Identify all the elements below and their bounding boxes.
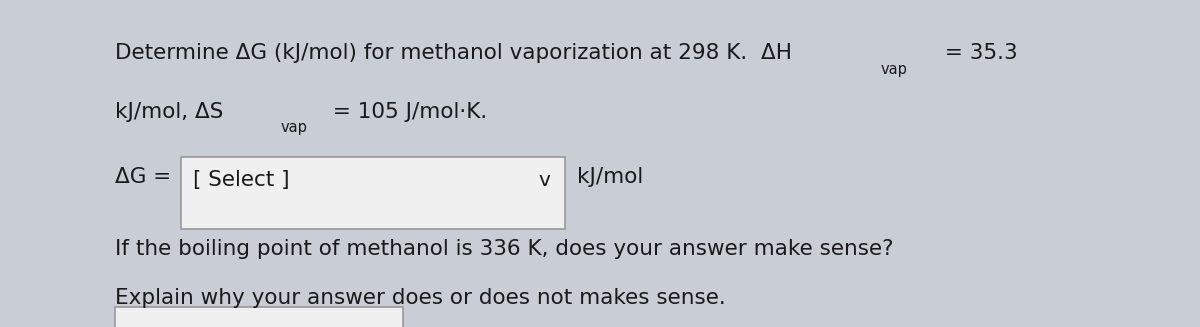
- FancyBboxPatch shape: [181, 157, 565, 229]
- Text: vap: vap: [881, 61, 907, 77]
- Text: kJ/mol: kJ/mol: [577, 167, 643, 187]
- Text: Determine ΔG (kJ/mol) for methanol vaporization at 298 K.  ΔH: Determine ΔG (kJ/mol) for methanol vapor…: [115, 43, 792, 63]
- Text: [ Select ]: [ Select ]: [193, 170, 290, 190]
- Text: = 35.3: = 35.3: [938, 43, 1018, 63]
- FancyBboxPatch shape: [115, 307, 403, 327]
- Text: Explain why your answer does or does not makes sense.: Explain why your answer does or does not…: [115, 288, 726, 308]
- Text: = 105 J/mol·K.: = 105 J/mol·K.: [326, 102, 487, 122]
- Text: ΔG =: ΔG =: [115, 167, 179, 187]
- Text: If the boiling point of methanol is 336 K, does your answer make sense?: If the boiling point of methanol is 336 …: [115, 239, 894, 259]
- Text: v: v: [539, 171, 551, 190]
- Text: kJ/mol, ΔS: kJ/mol, ΔS: [115, 102, 223, 122]
- Text: vap: vap: [281, 120, 307, 135]
